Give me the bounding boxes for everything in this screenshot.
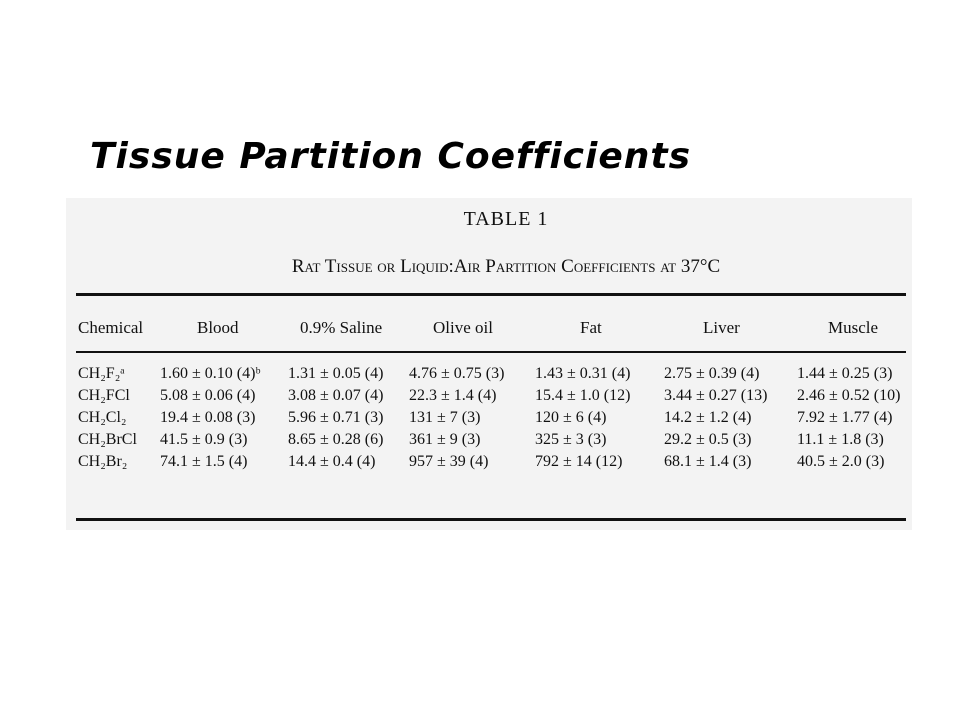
value-cell: 15.4 ± 1.0 (12) (535, 387, 631, 404)
chemical-cell: CH₂F₂ᵃ (78, 365, 125, 382)
column-header: Muscle (828, 318, 879, 337)
chemical-cell: CH₂Cl₂ (78, 409, 127, 426)
column-header: Liver (703, 318, 740, 337)
chemical-cell: CH₂Br₂ (78, 453, 128, 470)
value-cell: 14.2 ± 1.2 (4) (664, 409, 752, 426)
value-cell: 3.44 ± 0.27 (13) (664, 387, 768, 404)
column-header: Chemical (78, 318, 144, 337)
value-cell: 29.2 ± 0.5 (3) (664, 431, 752, 448)
value-cell: 792 ± 14 (12) (535, 453, 623, 470)
value-cell: 2.75 ± 0.39 (4) (664, 365, 760, 382)
table-bottom-rule (76, 518, 906, 521)
value-cell: 68.1 ± 1.4 (3) (664, 453, 752, 470)
value-cell: 4.76 ± 0.75 (3) (409, 365, 505, 382)
value-cell: 3.08 ± 0.07 (4) (288, 387, 384, 404)
table-header-rule (76, 351, 906, 353)
value-cell: 41.5 ± 0.9 (3) (160, 431, 248, 448)
value-cell: 957 ± 39 (4) (409, 453, 489, 470)
value-cell: 8.65 ± 0.28 (6) (288, 431, 384, 448)
value-cell: 22.3 ± 1.4 (4) (409, 387, 497, 404)
column-header: Fat (580, 318, 602, 337)
column-header: Blood (197, 318, 239, 337)
value-cell: 40.5 ± 2.0 (3) (797, 453, 885, 470)
value-cell: 5.08 ± 0.06 (4) (160, 387, 256, 404)
value-cell: 1.44 ± 0.25 (3) (797, 365, 893, 382)
value-cell: 361 ± 9 (3) (409, 431, 481, 448)
value-cell: 325 ± 3 (3) (535, 431, 607, 448)
value-cell: 19.4 ± 0.08 (3) (160, 409, 256, 426)
value-cell: 14.4 ± 0.4 (4) (288, 453, 376, 470)
chemical-cell: CH₂BrCl (78, 431, 137, 448)
table-top-rule (76, 293, 906, 296)
value-cell: 5.96 ± 0.71 (3) (288, 409, 384, 426)
table-scan: TABLE 1 Rat Tissue or Liquid:Air Partiti… (66, 198, 912, 530)
value-cell: 11.1 ± 1.8 (3) (797, 431, 884, 448)
column-header: Olive oil (433, 318, 493, 337)
value-cell: 120 ± 6 (4) (535, 409, 607, 426)
slide-title: Tissue Partition Coefficients (90, 136, 692, 177)
value-cell: 2.46 ± 0.52 (10) (797, 387, 901, 404)
table-caption: TABLE 1 (463, 208, 549, 230)
value-cell: 7.92 ± 1.77 (4) (797, 409, 893, 426)
table-title: Rat Tissue or Liquid:Air Partition Coeff… (291, 256, 721, 277)
chemical-cell: CH₂FCl (78, 387, 130, 404)
value-cell: 131 ± 7 (3) (409, 409, 481, 426)
value-cell: 74.1 ± 1.5 (4) (160, 453, 248, 470)
value-cell: 1.43 ± 0.31 (4) (535, 365, 631, 382)
value-cell: 1.60 ± 0.10 (4)ᵇ (160, 365, 261, 382)
column-header: 0.9% Saline (300, 318, 383, 337)
value-cell: 1.31 ± 0.05 (4) (288, 365, 384, 382)
